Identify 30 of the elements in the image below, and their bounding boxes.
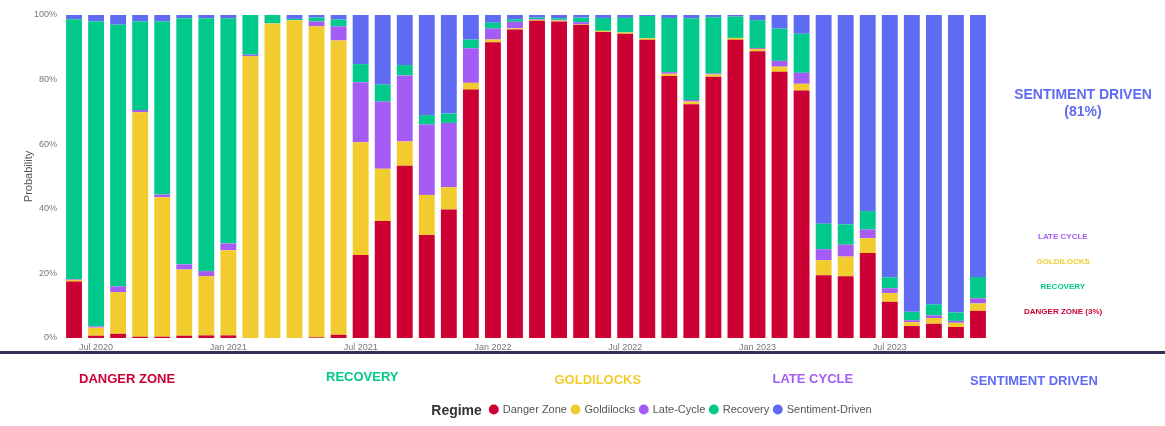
text: DANGER ZONE (3%) [1024, 307, 1103, 317]
y-tick-label: 40% [38, 203, 57, 214]
y-tick-label: 100% [33, 9, 57, 20]
text: SENTIMENT DRIVEN [970, 373, 1098, 389]
y-tick-label: 60% [38, 138, 57, 149]
legend-label: Recovery [722, 402, 770, 415]
x-tick-label: Jul 2020 [79, 341, 114, 352]
y-axis-title: Probability [21, 150, 34, 203]
y-tick-label: 0% [43, 332, 57, 343]
x-tick-label: Jul 2022 [608, 341, 643, 352]
text: RECOVERY [1040, 282, 1086, 292]
text: RECOVERY [326, 369, 399, 385]
text: DANGER ZONE [79, 371, 176, 387]
x-tick-label: Jan 2021 [209, 341, 247, 352]
text: SENTIMENT DRIVEN (81%) [1013, 86, 1153, 120]
text: GOLDILOCKS [554, 372, 642, 388]
x-tick-label: Jan 2022 [474, 341, 512, 352]
legend-label: Sentiment-Driven [786, 402, 872, 415]
y-tick-label: 80% [38, 74, 57, 85]
x-tick-label: Jul 2021 [343, 341, 378, 352]
legend-label: Goldilocks [584, 402, 636, 415]
text: LATE CYCLE [1038, 232, 1088, 242]
text: GOLDILOCKS [1036, 257, 1090, 267]
legend-label: Late-Cycle [652, 402, 706, 415]
x-tick-label: Jul 2023 [872, 341, 907, 352]
x-tick-label: Jan 2023 [738, 341, 777, 352]
legend-label: Danger Zone [502, 402, 567, 415]
text: LATE CYCLE [772, 371, 854, 387]
y-tick-label: 20% [38, 267, 57, 278]
legend-title: Regime [431, 401, 482, 418]
